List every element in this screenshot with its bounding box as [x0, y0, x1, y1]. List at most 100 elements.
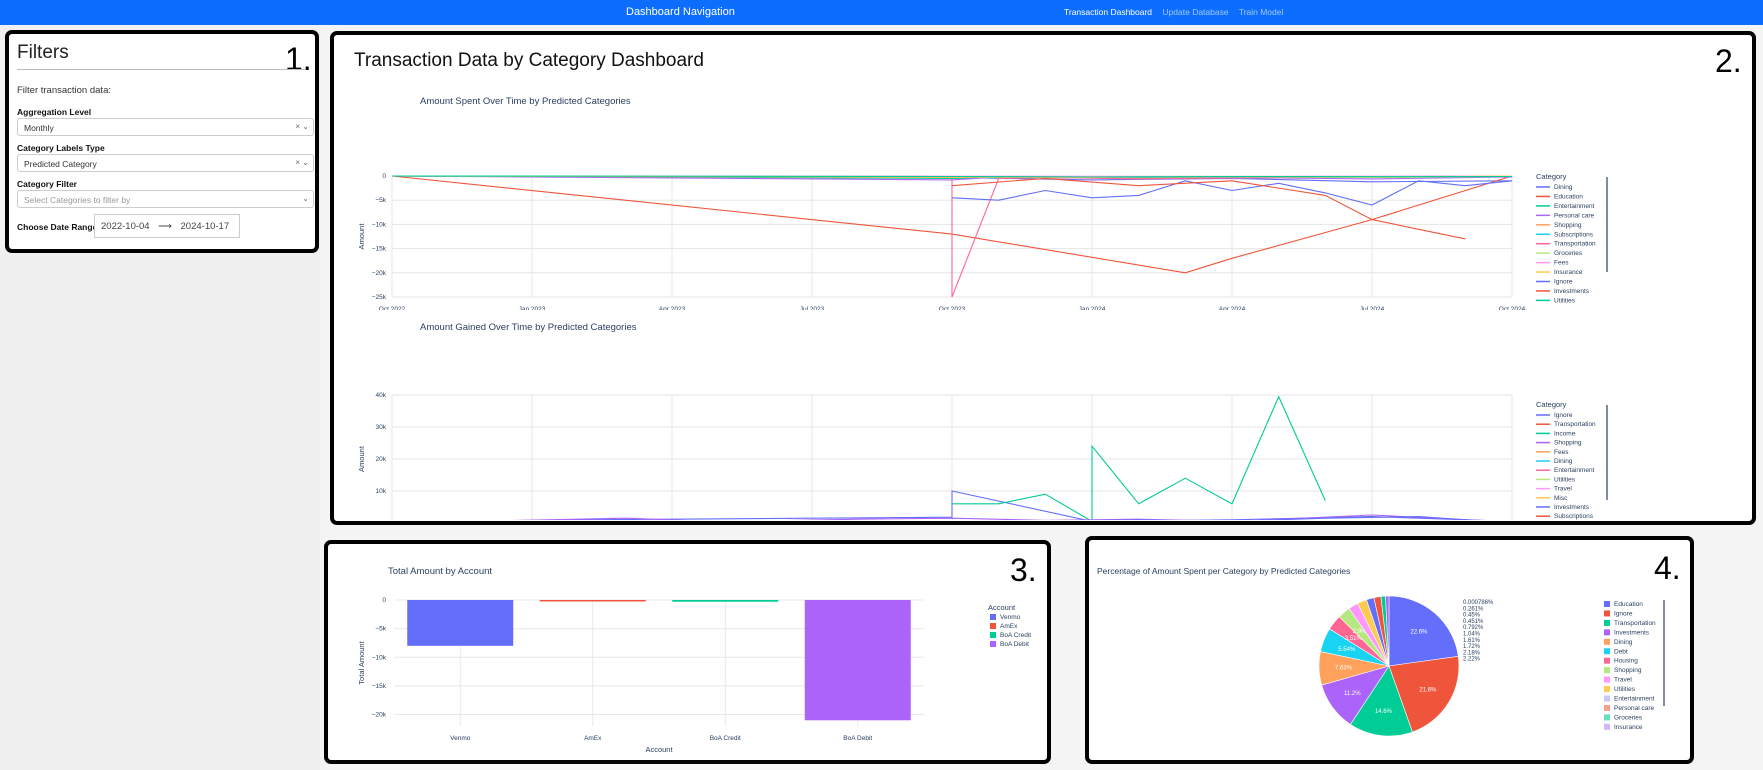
aggregation-label: Aggregation Level	[17, 107, 92, 117]
pie-outside-label: 1.72%	[1463, 644, 1481, 650]
pie-inside-label: 22.6%	[1410, 630, 1428, 636]
pie-inside-label: 3.51%	[1345, 636, 1363, 642]
legend-swatch	[990, 623, 996, 629]
y-tick-label: 40k	[376, 392, 387, 399]
pie-inside-label: 21.6%	[1419, 688, 1437, 694]
legend-swatch	[1604, 638, 1610, 645]
pie-outside-label: 1.61%	[1463, 638, 1481, 644]
labels-type-label: Category Labels Type	[17, 143, 105, 153]
percentage-spent-pie-chart[interactable]: Percentage of Amount Spent per Category …	[1089, 540, 1690, 760]
legend-swatch	[1604, 704, 1610, 711]
legend-item: Income	[1554, 430, 1576, 437]
legend-item: AmEx	[1000, 623, 1018, 630]
top-navbar: Dashboard Navigation Transaction Dashboa…	[0, 0, 1763, 25]
y-tick-label: 0	[382, 597, 386, 604]
legend-item: Education	[1554, 193, 1583, 200]
nav-link-transaction-dashboard[interactable]: Transaction Dashboard	[1064, 7, 1153, 17]
x-tick-label: Oct 2022	[379, 306, 406, 310]
annotation-4: 4.	[1654, 550, 1681, 586]
filters-subtitle: Filter transaction data:	[17, 85, 111, 96]
navbar-brand[interactable]: Dashboard Navigation	[626, 6, 735, 18]
legend-item: Travel	[1614, 677, 1632, 684]
y-tick-label: −10k	[372, 221, 387, 228]
labels-type-value: Predicted Category	[24, 159, 97, 169]
legend-item: Insurance	[1614, 724, 1643, 731]
series-line-investments	[951, 177, 1466, 240]
y-axis-label: Amount	[357, 223, 366, 250]
legend-swatch	[990, 641, 996, 647]
x-axis-label: Account	[645, 745, 673, 754]
y-tick-label: 10k	[376, 488, 387, 495]
legend-scrollbar	[1606, 405, 1608, 500]
x-tick-label: Apr 2024	[1219, 306, 1246, 310]
legend-item: Housing	[1614, 658, 1638, 665]
chart-title: Percentage of Amount Spent per Category …	[1097, 566, 1350, 576]
legend-item: Transportation	[1554, 421, 1596, 428]
date-end[interactable]: 2024-10-17	[180, 221, 230, 232]
legend-item: Ignore	[1614, 610, 1633, 617]
y-tick-label: −10k	[372, 654, 387, 661]
chart-title: Total Amount by Account	[388, 566, 492, 577]
legend-item: Utilities	[1554, 297, 1576, 304]
y-tick-label: −20k	[372, 712, 387, 719]
y-tick-label: 0	[382, 173, 386, 180]
pie-inside-label: 11.2%	[1344, 691, 1361, 697]
filters-title: Filters	[17, 42, 69, 63]
legend-item: Shopping	[1554, 440, 1582, 447]
x-tick-label: Jan 2024	[1079, 306, 1106, 310]
pie-inside-label: 2.9%	[1353, 629, 1367, 635]
pie-outside-label: 0.451%	[1463, 619, 1484, 625]
x-tick-label: Jul 2024	[1360, 306, 1385, 310]
y-axis-label: Total Amount	[357, 640, 366, 684]
legend-item: Fees	[1554, 260, 1569, 267]
chart-title: Amount Spent Over Time by Predicted Cate…	[420, 96, 631, 107]
annotation-2: 2.	[1715, 43, 1742, 79]
bar-boa-credit	[672, 600, 779, 602]
legend-item: Dining	[1554, 458, 1573, 465]
legend-item: Groceries	[1554, 250, 1583, 257]
legend-title: Category	[1536, 172, 1567, 181]
chevron-down-icon[interactable]: ⌄	[302, 194, 309, 203]
pie-slice-transportation	[1349, 665, 1413, 737]
pie-outside-label: 2.18%	[1463, 650, 1481, 656]
line-charts-panel: Transaction Data by Category Dashboard 2…	[330, 31, 1756, 525]
legend-item: Misc	[1554, 495, 1568, 502]
date-start[interactable]: 2022-10-04	[101, 221, 150, 232]
x-tick-label: Oct 2024	[1499, 306, 1526, 310]
legend-scrollbar	[1606, 177, 1608, 272]
chart-title: Amount Gained Over Time by Predicted Cat…	[420, 322, 637, 333]
y-tick-label: −15k	[372, 683, 387, 690]
legend-item: Investments	[1614, 629, 1650, 636]
legend-item: Entertainment	[1614, 696, 1655, 703]
spent-over-time-chart[interactable]: Amount Spent Over Time by Predicted Cate…	[334, 90, 1752, 310]
y-tick-label: 30k	[376, 424, 387, 431]
gained-over-time-chart[interactable]: Amount Gained Over Time by Predicted Cat…	[334, 315, 1752, 520]
date-range-picker[interactable]: 2022-10-04 ⟶ 2024-10-17	[94, 214, 240, 238]
x-tick-label: BoA Debit	[843, 735, 872, 742]
legend-item: Subscriptions	[1554, 231, 1594, 238]
pie-chart-panel: 4. Percentage of Amount Spent per Catego…	[1085, 536, 1694, 764]
pie-inside-label: 7.63%	[1335, 666, 1353, 672]
series-line-education	[391, 175, 1513, 274]
nav-link-train-model[interactable]: Train Model	[1238, 7, 1284, 17]
clear-chevron-icon[interactable]: × ⌄	[295, 122, 309, 131]
category-filter-select[interactable]: Select Categories to filter by ⌄	[17, 190, 314, 208]
total-by-account-chart[interactable]: Total Amount by Account 0 −5k −10k −15k −20k V…	[328, 544, 1047, 760]
clear-chevron-icon[interactable]: × ⌄	[295, 158, 309, 167]
legend-swatch	[1604, 648, 1610, 655]
labels-type-select[interactable]: Predicted Category × ⌄	[17, 154, 314, 172]
filters-panel: Filters 1. Filter transaction data: Aggr…	[5, 30, 319, 253]
nav-link-update-database[interactable]: Update Database	[1162, 7, 1229, 17]
legend-swatch	[1604, 723, 1610, 730]
aggregation-select[interactable]: Monthly × ⌄	[17, 118, 314, 136]
legend-swatch	[990, 632, 996, 638]
bar-venmo	[407, 600, 514, 646]
y-tick-label: 20k	[376, 456, 387, 463]
legend-item: BoA Credit	[1000, 632, 1031, 639]
x-tick-label: Venmo	[450, 735, 471, 742]
series-line-income	[952, 395, 1326, 520]
pie-outside-label: 0.261%	[1463, 606, 1484, 612]
legend-item: Subscriptions	[1554, 513, 1594, 520]
legend-swatch	[1604, 714, 1610, 721]
category-filter-label: Category Filter	[17, 179, 77, 189]
